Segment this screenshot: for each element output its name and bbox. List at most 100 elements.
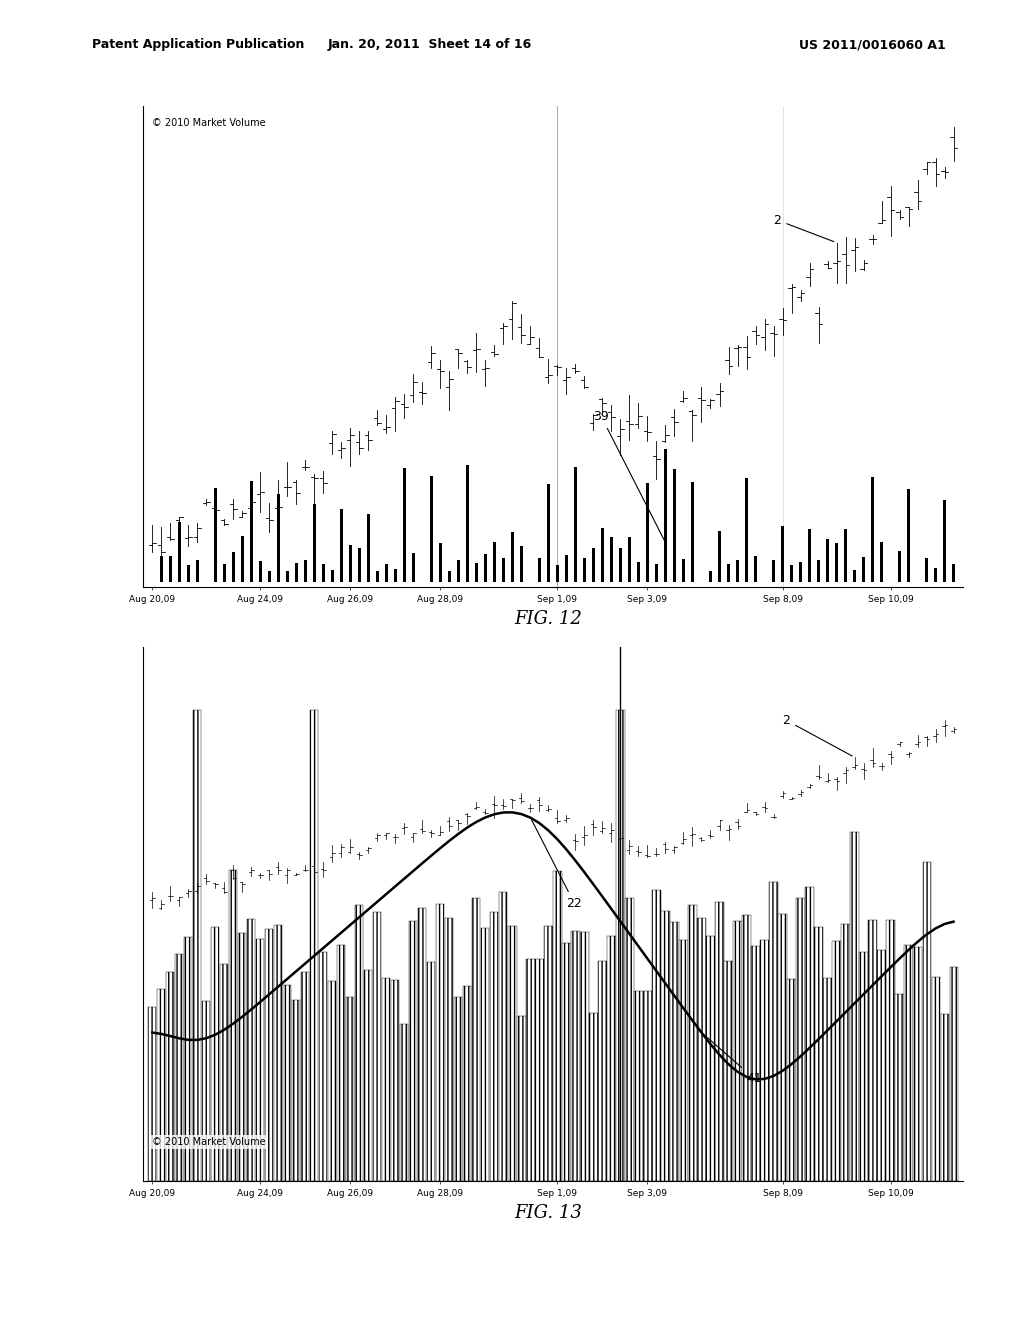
Bar (301, 973, 309, 1181)
Bar (239, 933, 247, 1181)
Bar (346, 998, 354, 1181)
Bar (862, 557, 865, 582)
Bar (484, 554, 487, 582)
Bar (322, 564, 325, 582)
Bar (616, 710, 625, 1181)
Bar (934, 568, 937, 582)
Bar (635, 991, 642, 1181)
Bar (337, 945, 345, 1181)
Bar (231, 552, 234, 582)
Bar (511, 532, 514, 582)
Bar (500, 891, 508, 1181)
Bar (761, 940, 769, 1181)
Bar (733, 920, 741, 1181)
Bar (312, 504, 316, 582)
Bar (859, 952, 867, 1181)
Bar (688, 904, 696, 1181)
Bar (455, 997, 463, 1181)
Bar (833, 941, 841, 1181)
Bar (744, 478, 749, 582)
Bar (583, 558, 586, 582)
Bar (842, 924, 850, 1181)
Bar (493, 541, 496, 582)
Bar (276, 495, 280, 582)
Bar (329, 981, 337, 1181)
Bar (887, 920, 895, 1181)
Bar (445, 917, 454, 1181)
Bar (736, 561, 739, 582)
Bar (241, 536, 244, 582)
Bar (374, 912, 382, 1181)
Bar (952, 564, 955, 582)
Bar (357, 548, 361, 582)
Bar (562, 942, 570, 1181)
Bar (553, 871, 561, 1181)
Bar (646, 483, 649, 582)
Bar (601, 528, 604, 582)
Bar (292, 1001, 300, 1181)
Bar (410, 921, 418, 1181)
Bar (581, 932, 589, 1181)
Bar (286, 572, 289, 582)
Bar (940, 1014, 948, 1181)
Bar (868, 920, 877, 1181)
Bar (391, 979, 399, 1181)
Bar (229, 870, 238, 1181)
Bar (637, 562, 640, 582)
Bar (400, 1024, 409, 1181)
Text: 2: 2 (773, 214, 834, 242)
Bar (590, 1012, 598, 1181)
Bar (878, 950, 886, 1181)
Bar (643, 991, 651, 1181)
Bar (904, 945, 912, 1181)
Text: FIG. 12: FIG. 12 (514, 610, 582, 628)
Bar (220, 964, 228, 1181)
Bar (707, 936, 715, 1181)
Bar (412, 553, 415, 582)
Bar (349, 545, 352, 582)
Bar (284, 985, 292, 1181)
Bar (727, 564, 730, 582)
Bar (682, 558, 685, 582)
Bar (907, 488, 910, 582)
Bar (464, 986, 471, 1181)
Bar (671, 921, 679, 1181)
Bar (823, 978, 831, 1181)
Bar (178, 521, 181, 582)
Bar (718, 531, 721, 582)
Bar (419, 908, 426, 1181)
Bar (691, 482, 694, 582)
Bar (382, 978, 390, 1181)
Text: 41: 41 (703, 1035, 762, 1085)
Bar (402, 467, 406, 582)
Text: FIG. 13: FIG. 13 (514, 1204, 582, 1222)
Text: 22: 22 (531, 820, 583, 909)
Bar (211, 927, 219, 1181)
Text: Jan. 20, 2011  Sheet 14 of 16: Jan. 20, 2011 Sheet 14 of 16 (328, 38, 532, 51)
Bar (781, 525, 784, 582)
Bar (186, 565, 189, 582)
Bar (814, 927, 822, 1181)
Bar (148, 1007, 157, 1181)
Bar (790, 565, 794, 582)
Bar (806, 887, 814, 1181)
Bar (709, 570, 712, 582)
Bar (742, 915, 751, 1181)
Text: US 2011/0016060 A1: US 2011/0016060 A1 (799, 38, 945, 51)
Bar (607, 936, 615, 1181)
Bar (158, 989, 166, 1181)
Bar (853, 570, 856, 582)
Bar (196, 560, 199, 582)
Bar (797, 899, 805, 1181)
Text: 39: 39 (594, 411, 665, 540)
Bar (466, 465, 469, 582)
Bar (778, 915, 786, 1181)
Bar (259, 561, 262, 582)
Bar (367, 515, 370, 582)
Bar (772, 561, 775, 582)
Bar (724, 961, 732, 1181)
Bar (436, 904, 444, 1181)
Bar (248, 919, 255, 1181)
Bar (274, 925, 283, 1181)
Bar (538, 558, 541, 582)
